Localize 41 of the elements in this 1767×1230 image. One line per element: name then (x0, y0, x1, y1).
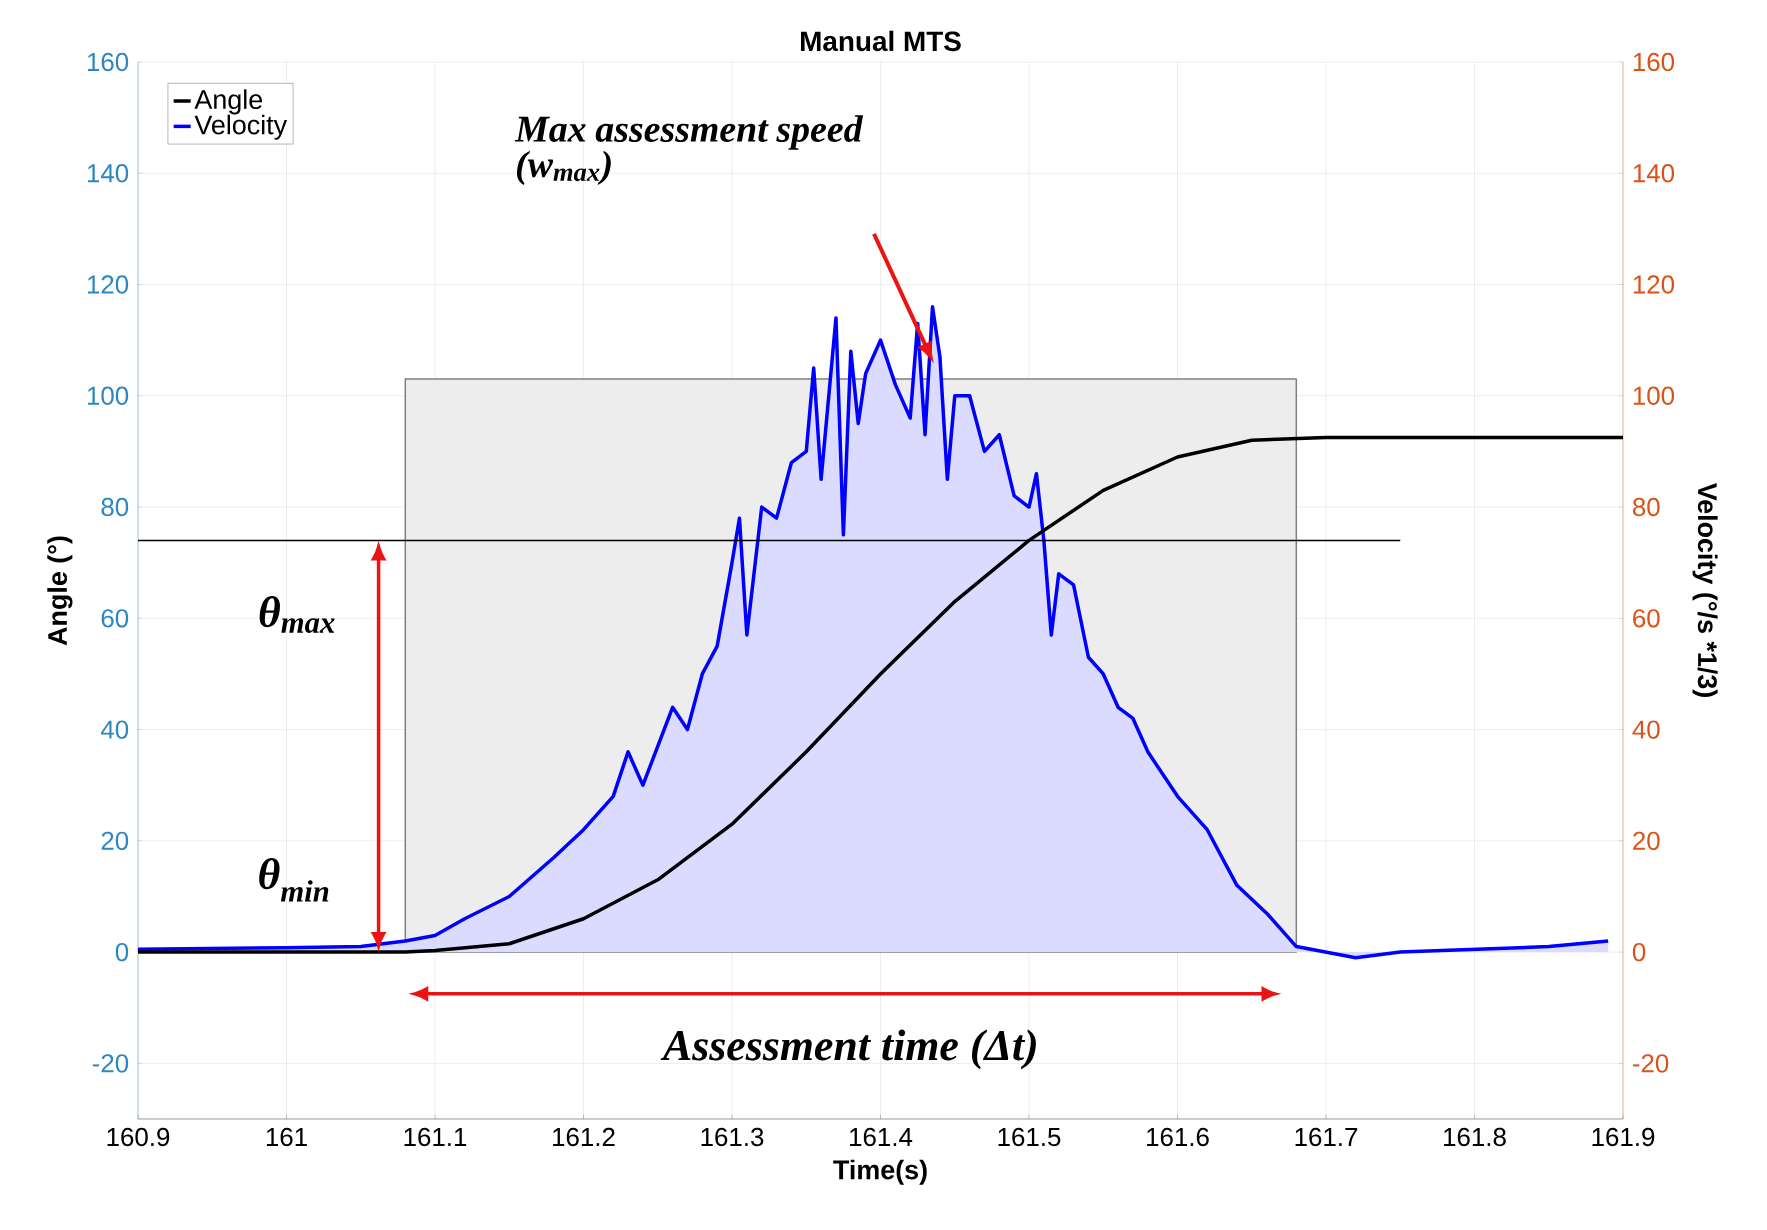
y-tick-label: 140 (87, 164, 129, 183)
x-tick-label: 161.2 (553, 1127, 615, 1147)
y2-tick-label: 100 (1633, 386, 1675, 405)
y-tick-label: 160 (87, 52, 129, 72)
y-tick-label: 0 (115, 942, 129, 962)
x-tick-label: 161 (266, 1127, 307, 1147)
y-tick-label: 20 (101, 831, 129, 850)
y2-tick-label: 140 (1633, 164, 1675, 183)
y2-tick-label: 80 (1632, 497, 1660, 517)
y-tick-label: -20 (92, 1054, 129, 1073)
y-axis-title: Angle (°) (47, 536, 73, 646)
y2-tick-label: 60 (1633, 609, 1660, 628)
x-tick-label: 160.9 (107, 1127, 170, 1147)
y-tick-label: 60 (101, 609, 129, 628)
x-tick-label: 161.7 (1295, 1127, 1358, 1147)
y2-tick-label: 120 (1633, 275, 1675, 294)
x-tick-label: 161.4 (850, 1127, 913, 1147)
y-tick-label: 80 (101, 497, 129, 517)
y2-tick-label: 40 (1632, 720, 1660, 739)
y2-tick-label: 20 (1633, 831, 1660, 850)
x-tick-label: 161.1 (404, 1127, 467, 1147)
annotation: θ$_{min}$ (259, 858, 329, 902)
legend-label: Angle (194, 89, 262, 115)
x-axis-title: Time(s) (833, 1159, 927, 1185)
x-tick-label: 161.6 (1147, 1127, 1209, 1147)
x-tick-label: 161.5 (998, 1127, 1061, 1147)
y2-tick-label: 0 (1632, 942, 1646, 962)
y-tick-label: 40 (100, 720, 129, 739)
x-tick-label: 161.9 (1592, 1127, 1655, 1147)
y2-axis-title: Velocity (°/s *1/3) (1692, 482, 1718, 697)
annotation: Assessment time (Δt) (660, 1029, 1036, 1070)
annotation: θ$_{max}$ (259, 596, 335, 633)
annotation: Max assessment speed (w$_{max}$) (514, 115, 864, 185)
legend-label: Velocity (194, 114, 288, 140)
x-tick-label: 161.3 (701, 1127, 764, 1147)
chart-title: Manual MTS (801, 30, 961, 52)
y2-tick-label: 160 (1633, 52, 1675, 72)
x-tick-label: 161.8 (1444, 1127, 1506, 1147)
y2-tick-label: -20 (1633, 1054, 1669, 1073)
y-tick-label: 120 (87, 275, 129, 294)
y-tick-label: 100 (87, 386, 129, 405)
